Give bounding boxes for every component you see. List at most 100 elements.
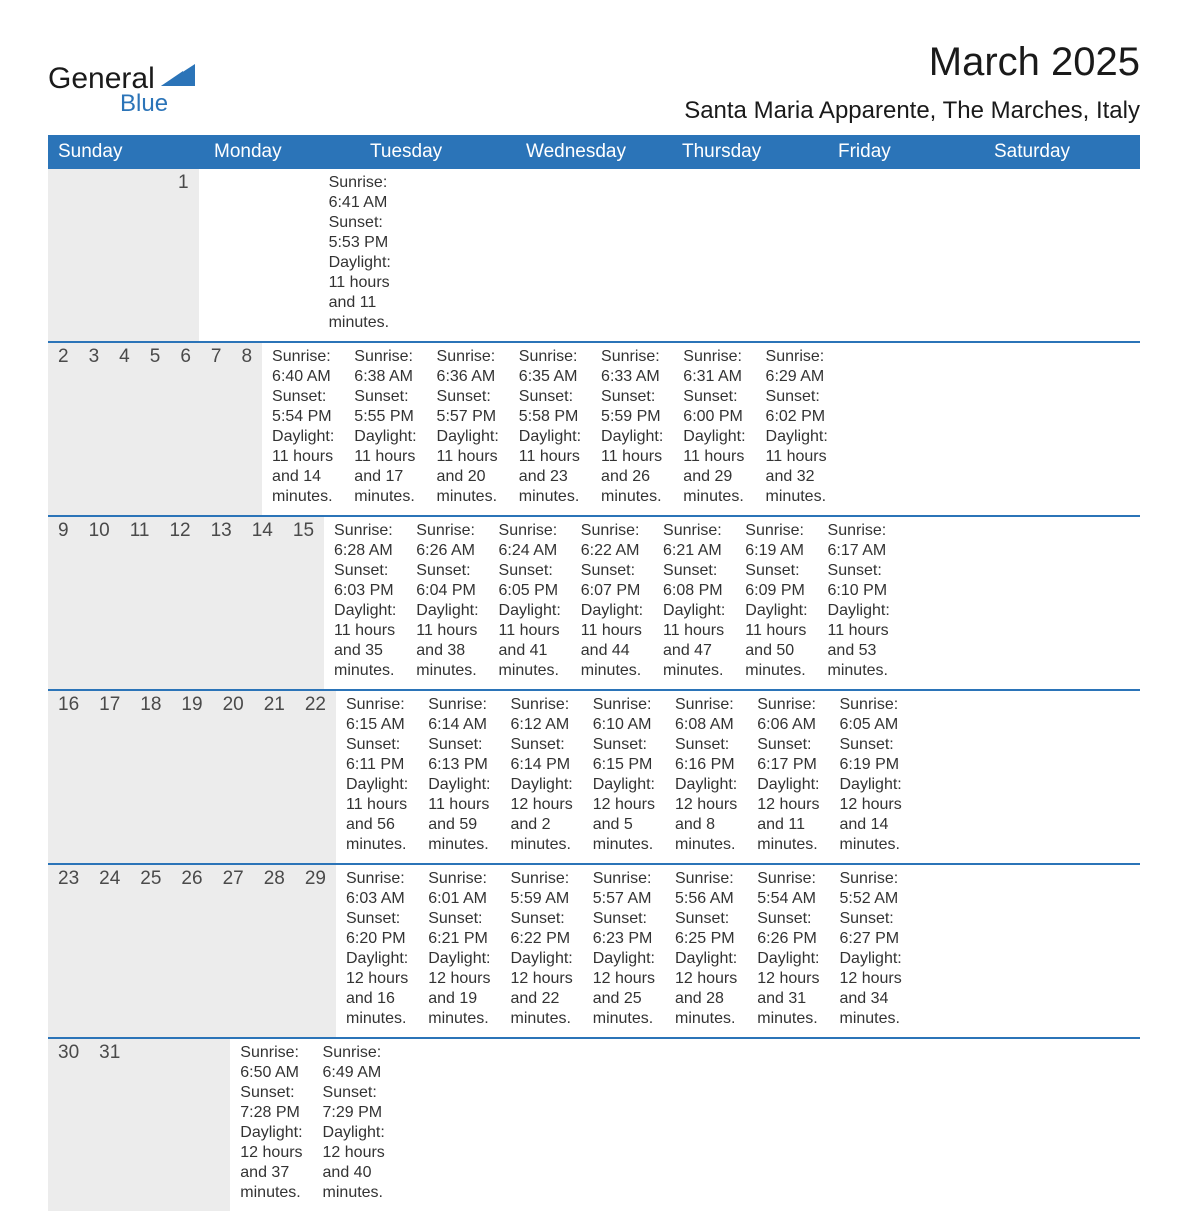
sunrise-text: Sunrise: 6:01 AM <box>428 869 490 909</box>
week-row: 3031Sunrise: 6:50 AMSunset: 7:28 PMDayli… <box>48 1039 1140 1211</box>
sunrise-text: Sunrise: 6:41 AM <box>329 173 391 213</box>
day-detail: Sunrise: 5:57 AMSunset: 6:23 PMDaylight:… <box>583 865 665 1037</box>
day-number: 1 <box>168 169 199 341</box>
sunset-text: Sunset: 6:21 PM <box>428 909 490 949</box>
daynum-band: 2345678 <box>48 343 262 515</box>
weekday-header: Monday <box>204 135 360 169</box>
daylight-text-1: Daylight: 11 hours <box>272 427 334 467</box>
day-detail: Sunrise: 6:03 AMSunset: 6:20 PMDaylight:… <box>336 865 418 1037</box>
sunrise-text: Sunrise: 6:19 AM <box>745 521 807 561</box>
daynum-band: 1 <box>48 169 199 341</box>
sunrise-text: Sunrise: 6:28 AM <box>334 521 396 561</box>
daylight-text-1: Daylight: 12 hours <box>428 949 490 989</box>
day-number: 30 <box>48 1039 89 1211</box>
daylight-text-2: and 11 minutes. <box>329 293 391 333</box>
day-number: 27 <box>213 865 254 1037</box>
daylight-text-2: and 56 minutes. <box>346 815 408 855</box>
day-detail: Sunrise: 6:40 AMSunset: 5:54 PMDaylight:… <box>262 343 344 515</box>
day-detail <box>259 169 279 341</box>
detail-band: Sunrise: 6:28 AMSunset: 6:03 PMDaylight:… <box>324 517 900 689</box>
day-detail: Sunrise: 6:33 AMSunset: 5:59 PMDaylight:… <box>591 343 673 515</box>
day-number <box>148 169 168 341</box>
daylight-text-2: and 2 minutes. <box>510 815 572 855</box>
day-number: 23 <box>48 865 89 1037</box>
day-number: 15 <box>283 517 324 689</box>
sunset-text: Sunset: 6:20 PM <box>346 909 408 949</box>
week-row: 2345678Sunrise: 6:40 AMSunset: 5:54 PMDa… <box>48 343 1140 517</box>
daylight-text-2: and 11 minutes. <box>757 815 819 855</box>
sunrise-text: Sunrise: 5:57 AM <box>593 869 655 909</box>
daylight-text-2: and 29 minutes. <box>683 467 745 507</box>
daylight-text-2: and 40 minutes. <box>323 1163 385 1203</box>
day-number <box>150 1039 170 1211</box>
weekday-header: Friday <box>828 135 984 169</box>
daylight-text-1: Daylight: 11 hours <box>416 601 478 641</box>
daylight-text-1: Daylight: 12 hours <box>346 949 408 989</box>
detail-band: Sunrise: 6:41 AMSunset: 5:53 PMDaylight:… <box>199 169 401 341</box>
daylight-text-1: Daylight: 12 hours <box>323 1123 385 1163</box>
detail-band: Sunrise: 6:03 AMSunset: 6:20 PMDaylight:… <box>336 865 912 1037</box>
sunrise-text: Sunrise: 6:14 AM <box>428 695 490 735</box>
header: General Blue March 2025 Santa Maria Appa… <box>48 40 1140 125</box>
sunrise-text: Sunrise: 5:59 AM <box>510 869 572 909</box>
sunset-text: Sunset: 6:07 PM <box>581 561 643 601</box>
sunset-text: Sunset: 6:04 PM <box>416 561 478 601</box>
daylight-text-1: Daylight: 12 hours <box>510 775 572 815</box>
day-number <box>68 169 88 341</box>
daylight-text-2: and 53 minutes. <box>828 641 890 681</box>
sunrise-text: Sunrise: 6:08 AM <box>675 695 737 735</box>
daylight-text-2: and 14 minutes. <box>272 467 334 507</box>
day-detail: Sunrise: 6:26 AMSunset: 6:04 PMDaylight:… <box>406 517 488 689</box>
sunrise-text: Sunrise: 6:33 AM <box>601 347 663 387</box>
day-detail <box>435 1039 455 1211</box>
day-detail: Sunrise: 6:17 AMSunset: 6:10 PMDaylight:… <box>818 517 900 689</box>
day-detail: Sunrise: 6:24 AMSunset: 6:05 PMDaylight:… <box>489 517 571 689</box>
weeks-container: 1Sunrise: 6:41 AMSunset: 5:53 PMDaylight… <box>48 169 1140 1211</box>
detail-band: Sunrise: 6:40 AMSunset: 5:54 PMDaylight:… <box>262 343 838 515</box>
daylight-text-1: Daylight: 11 hours <box>437 427 499 467</box>
daylight-text-1: Daylight: 11 hours <box>329 253 391 293</box>
day-number: 5 <box>140 343 171 515</box>
daynum-band: 16171819202122 <box>48 691 336 863</box>
daylight-text-2: and 50 minutes. <box>745 641 807 681</box>
daylight-text-1: Daylight: 11 hours <box>334 601 396 641</box>
day-number: 16 <box>48 691 89 863</box>
day-detail: Sunrise: 6:28 AMSunset: 6:03 PMDaylight:… <box>324 517 406 689</box>
day-number: 21 <box>254 691 295 863</box>
day-detail: Sunrise: 6:36 AMSunset: 5:57 PMDaylight:… <box>427 343 509 515</box>
day-number <box>190 1039 210 1211</box>
daylight-text-1: Daylight: 12 hours <box>839 775 901 815</box>
sunset-text: Sunset: 6:16 PM <box>675 735 737 775</box>
day-detail: Sunrise: 5:52 AMSunset: 6:27 PMDaylight:… <box>829 865 911 1037</box>
daylight-text-2: and 23 minutes. <box>519 467 581 507</box>
sunset-text: Sunset: 5:53 PM <box>329 213 391 253</box>
daynum-band: 23242526272829 <box>48 865 336 1037</box>
day-detail: Sunrise: 6:38 AMSunset: 5:55 PMDaylight:… <box>344 343 426 515</box>
daylight-text-2: and 35 minutes. <box>334 641 396 681</box>
daynum-band: 3031 <box>48 1039 230 1211</box>
sunrise-text: Sunrise: 6:15 AM <box>346 695 408 735</box>
weekday-header: Tuesday <box>360 135 516 169</box>
day-detail: Sunrise: 6:15 AMSunset: 6:11 PMDaylight:… <box>336 691 418 863</box>
weekday-header: Thursday <box>672 135 828 169</box>
sunset-text: Sunset: 6:03 PM <box>334 561 396 601</box>
daylight-text-2: and 26 minutes. <box>601 467 663 507</box>
day-number <box>48 169 68 341</box>
day-number <box>128 169 148 341</box>
week-row: 23242526272829Sunrise: 6:03 AMSunset: 6:… <box>48 865 1140 1039</box>
day-number: 3 <box>79 343 110 515</box>
sunrise-text: Sunrise: 6:24 AM <box>499 521 561 561</box>
day-number: 28 <box>254 865 295 1037</box>
daylight-text-1: Daylight: 12 hours <box>839 949 901 989</box>
sunrise-text: Sunrise: 6:29 AM <box>766 347 828 387</box>
sunset-text: Sunset: 6:00 PM <box>683 387 745 427</box>
day-number: 20 <box>213 691 254 863</box>
day-detail: Sunrise: 6:22 AMSunset: 6:07 PMDaylight:… <box>571 517 653 689</box>
sunrise-text: Sunrise: 6:12 AM <box>510 695 572 735</box>
day-detail: Sunrise: 6:35 AMSunset: 5:58 PMDaylight:… <box>509 343 591 515</box>
sunset-text: Sunset: 5:59 PM <box>601 387 663 427</box>
daylight-text-1: Daylight: 11 hours <box>499 601 561 641</box>
logo: General Blue <box>48 64 195 116</box>
sunrise-text: Sunrise: 6:50 AM <box>240 1043 302 1083</box>
sunset-text: Sunset: 6:27 PM <box>839 909 901 949</box>
